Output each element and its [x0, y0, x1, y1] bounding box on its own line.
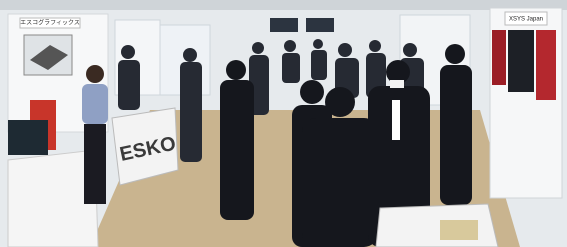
monitor	[270, 18, 298, 32]
ceiling	[0, 0, 567, 10]
person-body	[82, 84, 108, 124]
person-legs	[84, 124, 106, 204]
exhibition-photo: エスコグラフィックス ESKO XSYS Japan	[0, 0, 567, 247]
page: {"signs": {"left_booth": "エスコグラフィックス", "…	[0, 0, 567, 247]
booth-sign-text: XSYS Japan	[509, 17, 543, 23]
person-head	[86, 65, 104, 83]
poster	[508, 30, 534, 92]
monitor	[306, 18, 334, 32]
shirt	[392, 100, 400, 140]
front-table	[376, 204, 498, 247]
document	[440, 220, 478, 240]
poster	[536, 30, 556, 100]
display-screen	[8, 120, 48, 155]
booth-sign-text: エスコグラフィックス	[20, 19, 80, 27]
poster	[492, 30, 506, 85]
face-mask	[390, 80, 404, 88]
